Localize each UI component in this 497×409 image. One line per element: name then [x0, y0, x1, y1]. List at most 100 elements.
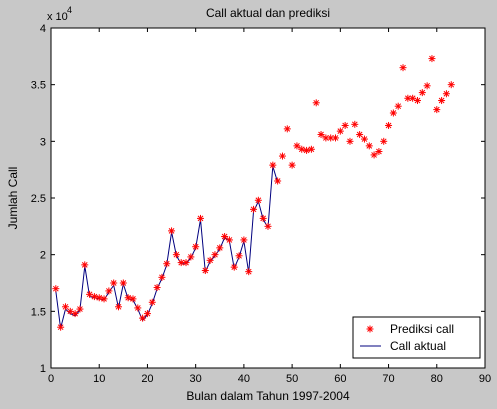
data-point-prediksi — [119, 279, 127, 287]
x-tick-label: 50 — [286, 373, 298, 385]
plot-area — [52, 55, 455, 331]
x-tick-label: 40 — [238, 373, 250, 385]
x-tick-label: 20 — [141, 373, 153, 385]
legend-label-prediksi: Prediksi call — [390, 322, 454, 336]
data-point-prediksi — [100, 295, 108, 303]
y-tick-label: 1.5 — [31, 306, 46, 318]
data-point-prediksi — [418, 89, 426, 97]
y-exponent: 4 — [67, 5, 72, 15]
data-point-prediksi — [356, 131, 364, 139]
data-point-prediksi — [148, 298, 156, 306]
data-point-prediksi — [158, 273, 166, 281]
x-tick-label: 10 — [93, 373, 105, 385]
data-point-prediksi — [172, 251, 180, 259]
x-tick-label: 0 — [48, 373, 54, 385]
data-point-prediksi — [274, 177, 282, 185]
data-point-prediksi — [380, 137, 388, 145]
data-point-prediksi — [288, 161, 296, 169]
data-point-prediksi — [143, 310, 151, 318]
data-point-prediksi — [423, 82, 431, 90]
data-point-prediksi — [317, 131, 325, 139]
data-point-prediksi — [90, 293, 98, 301]
y-axis-label: Jumlah Call — [6, 167, 20, 230]
axis-ticks: 0 10 20 30 40 50 60 70 80 90 1 1.5 2 2.5 3 3.5 4 — [31, 23, 491, 385]
data-point-prediksi — [221, 233, 229, 241]
legend: Prediksi call Call aktual — [352, 316, 481, 359]
data-point-prediksi — [346, 137, 354, 145]
data-point-prediksi — [442, 90, 450, 98]
data-point-prediksi — [182, 259, 190, 267]
data-point-prediksi — [139, 314, 147, 322]
data-point-prediksi — [187, 253, 195, 261]
data-point-prediksi — [409, 94, 417, 102]
data-point-prediksi — [95, 294, 103, 302]
data-point-prediksi — [211, 251, 219, 259]
data-point-prediksi — [240, 236, 248, 244]
data-point-prediksi — [196, 214, 204, 222]
data-point-prediksi — [351, 120, 359, 128]
data-point-prediksi — [61, 303, 69, 311]
data-point-prediksi — [312, 99, 320, 107]
data-point-prediksi — [283, 125, 291, 133]
data-point-prediksi — [447, 81, 455, 89]
data-point-prediksi — [216, 244, 224, 252]
legend-star-icon — [366, 325, 374, 333]
data-point-prediksi — [389, 109, 397, 117]
legend-star-marker — [366, 325, 374, 333]
data-point-prediksi — [57, 323, 65, 331]
chart-title: Call aktual dan prediksi — [206, 6, 330, 20]
data-point-prediksi — [264, 222, 272, 230]
data-point-prediksi — [399, 64, 407, 72]
data-point-prediksi — [375, 148, 383, 156]
data-point-prediksi — [168, 227, 176, 235]
data-point-prediksi — [269, 161, 277, 169]
data-point-prediksi — [129, 295, 137, 303]
data-point-prediksi — [259, 214, 267, 222]
data-point-prediksi — [370, 151, 378, 159]
x-tick-label: 60 — [334, 373, 346, 385]
y-tick-label: 2.5 — [31, 193, 46, 205]
data-point-prediksi — [365, 142, 373, 150]
y-multiplier: x 10 — [47, 11, 68, 23]
data-point-prediksi — [201, 267, 209, 275]
data-point-prediksi — [230, 263, 238, 271]
legend-box — [352, 316, 481, 359]
x-tick-label: 70 — [382, 373, 394, 385]
data-point-prediksi — [278, 152, 286, 160]
data-point-prediksi — [163, 260, 171, 268]
data-point-prediksi — [115, 303, 123, 311]
data-point-prediksi — [86, 290, 94, 298]
data-point-prediksi — [307, 145, 315, 153]
data-point-prediksi — [438, 97, 446, 105]
data-point-prediksi — [153, 284, 161, 292]
data-point-prediksi — [81, 261, 89, 269]
data-point-prediksi — [293, 142, 301, 150]
data-point-prediksi — [52, 285, 60, 293]
data-point-prediksi — [110, 279, 118, 287]
data-point-prediksi — [124, 294, 132, 302]
data-point-prediksi — [298, 145, 306, 153]
data-point-prediksi — [254, 196, 262, 204]
data-point-prediksi — [206, 256, 214, 264]
data-point-prediksi — [385, 121, 393, 129]
data-point-prediksi — [303, 146, 311, 154]
data-point-prediksi — [105, 287, 113, 295]
data-point-prediksi — [332, 134, 340, 142]
y-tick-label: 1 — [40, 363, 46, 375]
data-point-prediksi — [413, 97, 421, 105]
data-point-prediksi — [394, 102, 402, 110]
y-tick-label: 3 — [40, 136, 46, 148]
data-point-prediksi — [428, 55, 436, 63]
data-point-prediksi — [433, 106, 441, 114]
axes-background — [51, 28, 485, 368]
data-point-prediksi — [225, 236, 233, 244]
x-axis-label: Bulan dalam Tahun 1997-2004 — [186, 389, 350, 403]
data-point-prediksi — [360, 135, 368, 143]
data-point-prediksi — [336, 127, 344, 135]
data-point-prediksi — [250, 205, 258, 213]
data-point-prediksi — [235, 252, 243, 260]
legend-label-aktual: Call aktual — [390, 339, 446, 353]
y-tick-label: 2 — [40, 250, 46, 262]
data-point-prediksi — [341, 121, 349, 129]
